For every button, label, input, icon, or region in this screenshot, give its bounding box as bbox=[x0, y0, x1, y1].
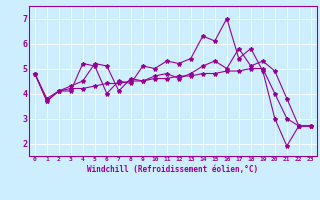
X-axis label: Windchill (Refroidissement éolien,°C): Windchill (Refroidissement éolien,°C) bbox=[87, 165, 258, 174]
